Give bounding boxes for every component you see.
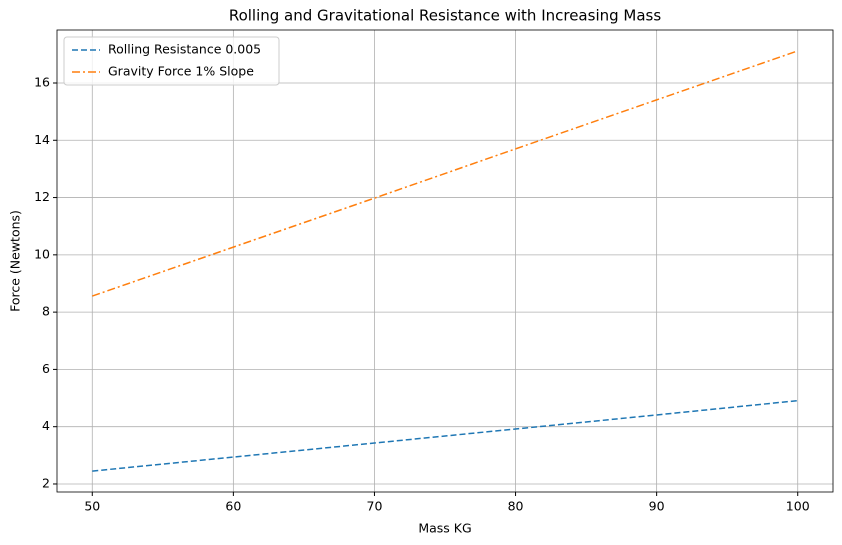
x-tick-label: 100 bbox=[786, 499, 810, 514]
y-tick-label: 6 bbox=[42, 361, 50, 376]
y-tick-label: 8 bbox=[42, 304, 50, 319]
y-tick-label: 4 bbox=[42, 418, 50, 433]
series-line bbox=[92, 50, 798, 297]
x-tick-label: 60 bbox=[225, 499, 241, 514]
y-tick-label: 12 bbox=[34, 189, 50, 204]
y-tick-label: 14 bbox=[34, 132, 50, 147]
y-axis-label: Force (Newtons) bbox=[8, 210, 23, 312]
series-line bbox=[92, 399, 798, 472]
y-tick-label: 16 bbox=[34, 74, 50, 89]
plot-frame bbox=[56, 29, 834, 493]
legend-label: Gravity Force 1% Slope bbox=[108, 64, 254, 79]
x-axis-label: Mass KG bbox=[418, 521, 471, 536]
chart-title: Rolling and Gravitational Resistance wit… bbox=[229, 7, 662, 25]
y-tick-label: 2 bbox=[42, 475, 50, 490]
legend-box bbox=[63, 36, 280, 86]
x-tick-label: 90 bbox=[649, 499, 665, 514]
x-tick-label: 70 bbox=[367, 499, 383, 514]
x-tick-label: 50 bbox=[84, 499, 100, 514]
y-tick-label: 10 bbox=[34, 246, 50, 261]
legend-label: Rolling Resistance 0.005 bbox=[108, 42, 261, 57]
x-tick-label: 80 bbox=[508, 499, 524, 514]
